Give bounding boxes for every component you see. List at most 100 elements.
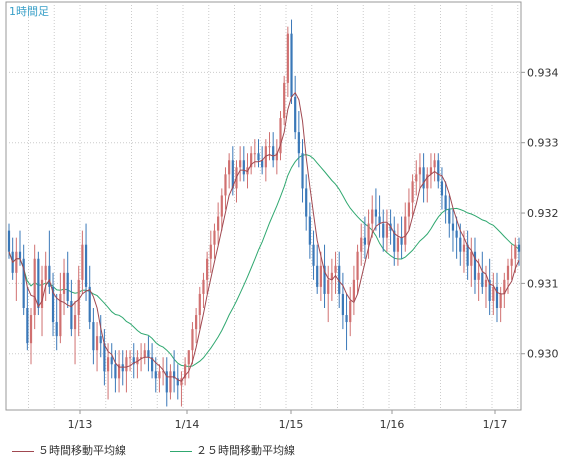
candle (70, 279, 73, 337)
legend: ５時間移動平均線 ２５時間移動平均線 (0, 438, 574, 460)
candle-body (411, 181, 414, 203)
candle (341, 272, 344, 330)
candle-body (95, 336, 99, 351)
candle (128, 350, 132, 372)
candle (59, 272, 62, 344)
candle (198, 286, 201, 330)
candle (448, 195, 451, 238)
candle-body (301, 153, 304, 189)
candle-body (261, 160, 264, 168)
candle-body (84, 244, 88, 287)
candle (139, 343, 143, 372)
candle (514, 237, 517, 273)
candle-body (371, 209, 374, 224)
legend-label-ma25: ２５時間移動平均線 (196, 444, 295, 457)
candle (132, 343, 135, 379)
candle-body (503, 279, 506, 294)
candle (209, 230, 212, 273)
candle-body (77, 279, 80, 316)
candle-body (44, 265, 47, 280)
candle-body (121, 364, 124, 372)
candle (492, 272, 495, 316)
candle (411, 174, 414, 217)
candle-body (73, 315, 77, 330)
candle (429, 153, 433, 189)
candle (275, 139, 278, 175)
candle (187, 350, 190, 379)
candle-body (426, 174, 429, 189)
candle-body (176, 378, 179, 386)
candle (220, 188, 223, 231)
candle-body (415, 174, 418, 182)
candle-body (367, 223, 370, 245)
candle (169, 364, 172, 400)
candle (323, 244, 326, 308)
candle (224, 167, 227, 210)
candle (37, 251, 40, 316)
candle (150, 343, 154, 379)
candle-body (106, 357, 110, 372)
ma5-line-layer (8, 91, 520, 382)
candle (184, 357, 187, 386)
candle-body (506, 265, 510, 280)
x-tick-label: 1/14 (175, 418, 200, 431)
legend-item-ma25: ２５時間移動平均線 (170, 442, 295, 458)
candles-layer (7, 19, 521, 407)
candle-body (422, 167, 425, 189)
candle (316, 244, 319, 294)
candle-body (429, 167, 433, 175)
candle (110, 343, 113, 379)
candle-body (407, 202, 411, 217)
candle (202, 272, 205, 308)
candle (418, 153, 422, 189)
candle (242, 146, 245, 182)
candle-body (451, 223, 455, 231)
candle (44, 251, 47, 301)
candle-body (323, 265, 326, 294)
candle-body (150, 357, 154, 372)
candle-body (187, 350, 190, 365)
candle (279, 111, 282, 161)
candle-body (356, 251, 359, 280)
candle-body (327, 279, 330, 294)
candle-body (224, 174, 227, 196)
candle (319, 251, 322, 301)
candle-body (191, 329, 194, 351)
candle-body (290, 33, 293, 97)
candle-body (66, 272, 69, 301)
candle-body (484, 279, 488, 287)
candle-body (440, 181, 444, 196)
candle (173, 350, 176, 393)
y-axis-ticks: 0.934 0.933 0.932 0.931 0.930 (521, 66, 559, 361)
candle-body (385, 223, 389, 238)
candle (66, 251, 69, 308)
candle (228, 153, 231, 189)
candle (356, 244, 359, 294)
candle-body (473, 251, 477, 280)
candle (382, 209, 385, 252)
candle-body (143, 350, 146, 358)
x-tick-label: 1/15 (279, 418, 304, 431)
candle-body (125, 357, 128, 372)
candle (29, 308, 33, 365)
candle (15, 237, 18, 301)
candle-body (393, 230, 396, 252)
y-tick-label: 0.933 (527, 137, 559, 150)
candle-body (437, 160, 440, 182)
legend-item-ma5: ５時間移動平均線 (12, 442, 126, 458)
ma5-line (8, 91, 520, 382)
candle (301, 139, 304, 203)
candle (217, 202, 220, 245)
candle-body (316, 265, 319, 287)
candle-body (128, 357, 132, 359)
candle-body (213, 230, 216, 245)
candle-body (341, 293, 344, 316)
candle-body (488, 279, 491, 301)
candle (437, 153, 440, 189)
candle-body (169, 371, 172, 393)
candle (393, 216, 396, 266)
candle (312, 230, 315, 280)
candle-body (297, 132, 300, 154)
candle-body (132, 357, 135, 365)
